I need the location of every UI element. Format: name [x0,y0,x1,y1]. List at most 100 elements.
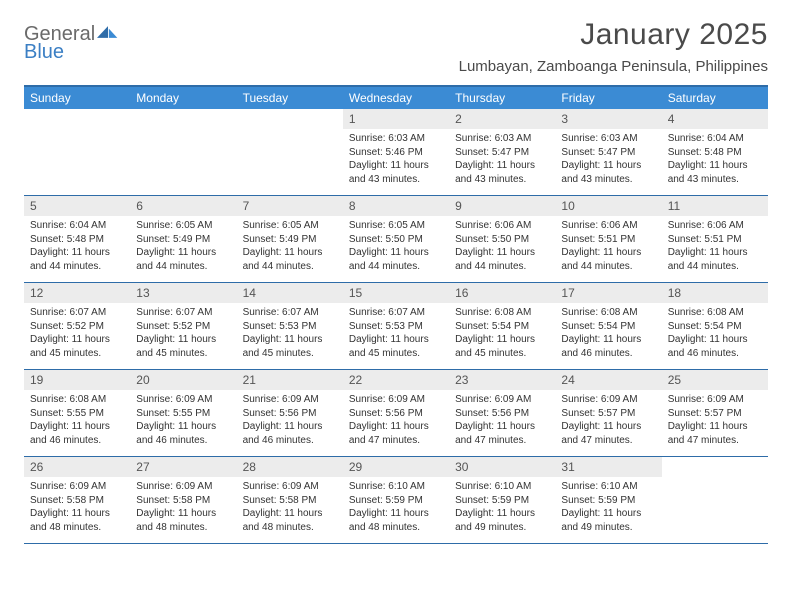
day-info-line: Sunset: 5:59 PM [455,494,549,508]
day-number: 3 [555,109,661,129]
day-body: Sunrise: 6:09 AMSunset: 5:58 PMDaylight:… [237,477,343,538]
day-cell: 1Sunrise: 6:03 AMSunset: 5:46 PMDaylight… [343,109,449,195]
day-info-line: Sunset: 5:54 PM [561,320,655,334]
day-cell: 22Sunrise: 6:09 AMSunset: 5:56 PMDayligh… [343,370,449,456]
day-cell: 20Sunrise: 6:09 AMSunset: 5:55 PMDayligh… [130,370,236,456]
day-body: Sunrise: 6:09 AMSunset: 5:57 PMDaylight:… [555,390,661,451]
day-info-line: Sunrise: 6:08 AM [561,306,655,320]
day-body: Sunrise: 6:08 AMSunset: 5:54 PMDaylight:… [449,303,555,364]
day-number: 15 [343,283,449,303]
day-info-line: Daylight: 11 hours and 47 minutes. [455,420,549,447]
day-number: 4 [662,109,768,129]
day-number: 1 [343,109,449,129]
day-body: Sunrise: 6:08 AMSunset: 5:54 PMDaylight:… [555,303,661,364]
day-info-line: Sunset: 5:50 PM [455,233,549,247]
day-info-line: Daylight: 11 hours and 43 minutes. [668,159,762,186]
day-cell: 17Sunrise: 6:08 AMSunset: 5:54 PMDayligh… [555,283,661,369]
day-info-line: Daylight: 11 hours and 49 minutes. [561,507,655,534]
day-body: Sunrise: 6:08 AMSunset: 5:55 PMDaylight:… [24,390,130,451]
day-info-line: Sunset: 5:58 PM [30,494,124,508]
day-info-line: Daylight: 11 hours and 45 minutes. [349,333,443,360]
day-body: Sunrise: 6:09 AMSunset: 5:58 PMDaylight:… [130,477,236,538]
day-info-line: Sunrise: 6:09 AM [349,393,443,407]
day-number: 31 [555,457,661,477]
day-cell: 27Sunrise: 6:09 AMSunset: 5:58 PMDayligh… [130,457,236,543]
day-number: 13 [130,283,236,303]
day-body: Sunrise: 6:09 AMSunset: 5:57 PMDaylight:… [662,390,768,451]
day-info-line: Daylight: 11 hours and 44 minutes. [136,246,230,273]
day-info-line: Sunrise: 6:03 AM [455,132,549,146]
day-info-line: Sunrise: 6:04 AM [30,219,124,233]
day-number: 10 [555,196,661,216]
day-info-line: Daylight: 11 hours and 45 minutes. [243,333,337,360]
location-subtitle: Lumbayan, Zamboanga Peninsula, Philippin… [459,58,768,75]
day-info-line: Sunrise: 6:08 AM [455,306,549,320]
weekday-header: Saturday [662,87,768,109]
day-body: Sunrise: 6:07 AMSunset: 5:52 PMDaylight:… [24,303,130,364]
week-row: 12Sunrise: 6:07 AMSunset: 5:52 PMDayligh… [24,283,768,370]
day-info-line: Sunset: 5:57 PM [668,407,762,421]
day-info-line: Sunrise: 6:08 AM [668,306,762,320]
day-info-line: Sunset: 5:48 PM [668,146,762,160]
day-cell: 13Sunrise: 6:07 AMSunset: 5:52 PMDayligh… [130,283,236,369]
day-info-line: Daylight: 11 hours and 48 minutes. [30,507,124,534]
day-info-line: Sunset: 5:56 PM [349,407,443,421]
day-info-line: Daylight: 11 hours and 44 minutes. [243,246,337,273]
weekday-header: Sunday [24,87,130,109]
page-header: GeneralBlue January 2025 Lumbayan, Zambo… [24,18,768,75]
day-info-line: Daylight: 11 hours and 46 minutes. [561,333,655,360]
day-number [237,109,343,113]
day-body: Sunrise: 6:08 AMSunset: 5:54 PMDaylight:… [662,303,768,364]
weekday-header: Monday [130,87,236,109]
day-number: 7 [237,196,343,216]
day-cell [130,109,236,195]
day-info-line: Daylight: 11 hours and 44 minutes. [349,246,443,273]
day-cell: 6Sunrise: 6:05 AMSunset: 5:49 PMDaylight… [130,196,236,282]
day-body: Sunrise: 6:03 AMSunset: 5:47 PMDaylight:… [555,129,661,190]
day-number: 21 [237,370,343,390]
day-body: Sunrise: 6:04 AMSunset: 5:48 PMDaylight:… [24,216,130,277]
day-info-line: Daylight: 11 hours and 43 minutes. [561,159,655,186]
day-cell: 19Sunrise: 6:08 AMSunset: 5:55 PMDayligh… [24,370,130,456]
day-number: 26 [24,457,130,477]
brand-logo: GeneralBlue [24,24,119,62]
brand-text-blue: Blue [24,42,119,62]
day-info-line: Sunset: 5:49 PM [136,233,230,247]
day-body: Sunrise: 6:05 AMSunset: 5:49 PMDaylight:… [237,216,343,277]
day-number [24,109,130,113]
day-info-line: Sunrise: 6:06 AM [561,219,655,233]
day-info-line: Sunset: 5:59 PM [349,494,443,508]
day-info-line: Sunrise: 6:07 AM [30,306,124,320]
day-info-line: Daylight: 11 hours and 48 minutes. [136,507,230,534]
day-info-line: Daylight: 11 hours and 44 minutes. [561,246,655,273]
day-number: 17 [555,283,661,303]
day-info-line: Sunrise: 6:04 AM [668,132,762,146]
day-info-line: Sunrise: 6:10 AM [561,480,655,494]
day-body: Sunrise: 6:09 AMSunset: 5:58 PMDaylight:… [24,477,130,538]
day-info-line: Sunset: 5:49 PM [243,233,337,247]
day-info-line: Sunrise: 6:05 AM [136,219,230,233]
day-info-line: Daylight: 11 hours and 46 minutes. [243,420,337,447]
week-row: 19Sunrise: 6:08 AMSunset: 5:55 PMDayligh… [24,370,768,457]
day-cell: 4 Sunrise: 6:04 AMSunset: 5:48 PMDaylight… [662,109,768,195]
day-info-line: Daylight: 11 hours and 48 minutes. [349,507,443,534]
day-cell: 15Sunrise: 6:07 AMSunset: 5:53 PMDayligh… [343,283,449,369]
weekday-header: Wednesday [343,87,449,109]
day-info-line: Sunrise: 6:09 AM [561,393,655,407]
day-info-line: Sunset: 5:46 PM [349,146,443,160]
day-info-line: Daylight: 11 hours and 46 minutes. [30,420,124,447]
day-number: 12 [24,283,130,303]
day-cell: 9Sunrise: 6:06 AMSunset: 5:50 PMDaylight… [449,196,555,282]
week-row: 5Sunrise: 6:04 AMSunset: 5:48 PMDaylight… [24,196,768,283]
day-info-line: Sunrise: 6:05 AM [243,219,337,233]
day-info-line: Sunrise: 6:06 AM [668,219,762,233]
day-info-line: Sunrise: 6:07 AM [349,306,443,320]
day-cell [24,109,130,195]
month-title: January 2025 [459,18,768,52]
day-info-line: Daylight: 11 hours and 49 minutes. [455,507,549,534]
title-block: January 2025 Lumbayan, Zamboanga Peninsu… [459,18,768,75]
day-info-line: Sunrise: 6:07 AM [243,306,337,320]
day-number: 28 [237,457,343,477]
day-cell: 24Sunrise: 6:09 AMSunset: 5:57 PMDayligh… [555,370,661,456]
day-info-line: Sunrise: 6:09 AM [30,480,124,494]
